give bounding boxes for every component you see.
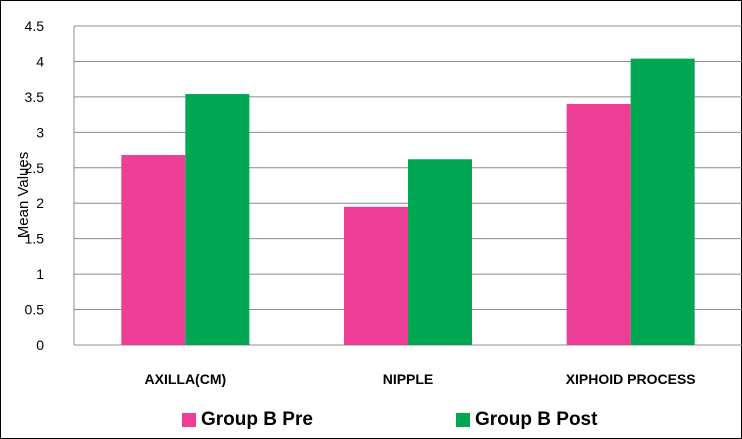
y-tick-label: 3.5 — [25, 89, 45, 105]
legend-label-post: Group B Post — [475, 409, 598, 430]
category-label: XIPHOID PROCESS — [566, 371, 696, 387]
bar-pre — [344, 206, 408, 345]
category-label: NIPPLE — [383, 371, 434, 387]
bar-post — [408, 159, 472, 345]
bar-pre — [121, 155, 186, 345]
y-tick-label: 4.5 — [25, 18, 45, 34]
legend-label-pre: Group B Pre — [201, 409, 313, 430]
y-axis-label: Mean Values — [15, 152, 32, 238]
category-label: AXILLA(CM) — [145, 371, 227, 387]
bars — [121, 58, 695, 346]
y-tick-label: 3 — [36, 124, 44, 140]
legend-swatch-pre — [182, 413, 196, 427]
bar-pre — [566, 103, 631, 345]
y-tick-label: 0.5 — [25, 302, 45, 318]
legend-item-pre: Group B Pre — [182, 409, 313, 431]
y-tick-label: 0 — [36, 337, 44, 353]
legend-swatch-post — [456, 413, 470, 427]
legend-item-post: Group B Post — [456, 409, 597, 431]
y-tick-label: 2 — [36, 195, 44, 211]
category-labels: AXILLA(CM) NIPPLE XIPHOID PROCESS — [145, 371, 696, 387]
bar-post — [185, 94, 250, 345]
y-tick-labels: 0 0.5 1 1.5 2 2.5 3 3.5 4 4.5 — [25, 18, 45, 353]
y-tick-label: 1.5 — [25, 231, 45, 247]
y-tick-label: 1 — [36, 266, 44, 282]
y-tick-label: 2.5 — [25, 160, 45, 176]
y-tick-label: 4 — [36, 53, 44, 69]
bar-post — [630, 58, 695, 346]
legend: Group B Pre Group B Post — [0, 409, 742, 435]
